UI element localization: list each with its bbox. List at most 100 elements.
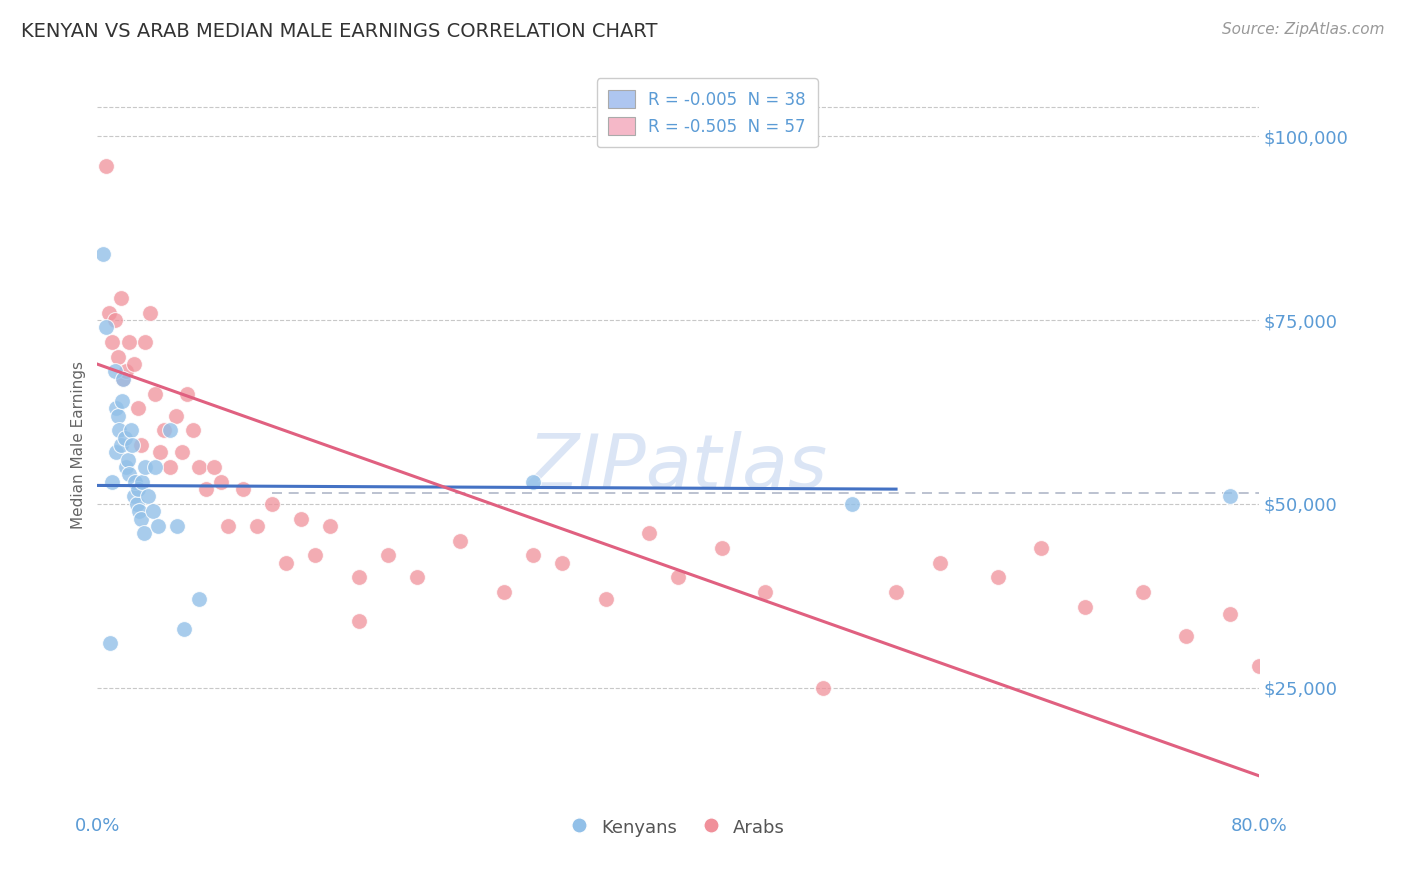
Point: [202, 460, 225, 475]
Point: [595, 592, 617, 607]
Point: [1031, 541, 1053, 555]
Point: [121, 438, 143, 452]
Point: [170, 445, 193, 459]
Point: [115, 460, 138, 475]
Point: [928, 556, 950, 570]
Point: [987, 570, 1010, 584]
Point: [1249, 658, 1271, 673]
Point: [124, 475, 146, 489]
Point: [134, 335, 156, 350]
Point: [148, 519, 170, 533]
Point: [127, 482, 149, 496]
Point: [118, 467, 141, 482]
Point: [209, 475, 232, 489]
Point: [188, 460, 211, 475]
Point: [1219, 490, 1241, 504]
Point: [522, 549, 544, 563]
Point: [122, 357, 145, 371]
Point: [551, 556, 574, 570]
Point: [173, 622, 195, 636]
Point: [841, 497, 863, 511]
Point: [1219, 607, 1241, 621]
Point: [217, 519, 239, 533]
Point: [347, 570, 370, 584]
Point: [638, 526, 661, 541]
Point: [112, 372, 135, 386]
Point: [117, 452, 139, 467]
Point: [104, 313, 127, 327]
Point: [290, 511, 312, 525]
Point: [246, 519, 269, 533]
Point: [1074, 599, 1097, 614]
Point: [107, 409, 129, 423]
Point: [128, 504, 150, 518]
Point: [176, 386, 198, 401]
Point: [347, 615, 370, 629]
Point: [276, 556, 298, 570]
Point: [122, 490, 145, 504]
Point: [94, 320, 117, 334]
Point: [101, 475, 124, 489]
Point: [111, 393, 134, 408]
Point: [105, 401, 128, 416]
Point: [153, 423, 176, 437]
Point: [104, 364, 127, 378]
Point: [110, 291, 132, 305]
Point: [304, 549, 326, 563]
Point: [129, 511, 152, 525]
Point: [118, 335, 141, 350]
Point: [107, 350, 129, 364]
Point: [492, 585, 515, 599]
Point: [127, 401, 149, 416]
Point: [105, 445, 128, 459]
Point: [120, 423, 142, 437]
Legend: Kenyans, Arabs: Kenyans, Arabs: [565, 810, 792, 844]
Point: [181, 423, 204, 437]
Point: [114, 431, 136, 445]
Point: [884, 585, 907, 599]
Point: [101, 335, 124, 350]
Point: [318, 519, 340, 533]
Point: [1175, 629, 1198, 643]
Point: [110, 438, 132, 452]
Point: [149, 445, 172, 459]
Y-axis label: Median Male Earnings: Median Male Earnings: [72, 361, 86, 529]
Point: [813, 681, 835, 695]
Text: ZIPatlas: ZIPatlas: [529, 431, 828, 503]
Point: [129, 438, 152, 452]
Point: [159, 460, 181, 475]
Text: KENYAN VS ARAB MEDIAN MALE EARNINGS CORRELATION CHART: KENYAN VS ARAB MEDIAN MALE EARNINGS CORR…: [21, 22, 658, 41]
Point: [159, 423, 181, 437]
Point: [98, 306, 121, 320]
Point: [232, 482, 254, 496]
Point: [112, 372, 135, 386]
Point: [115, 364, 138, 378]
Point: [125, 497, 148, 511]
Point: [131, 475, 153, 489]
Point: [405, 570, 427, 584]
Point: [260, 497, 283, 511]
Point: [165, 409, 187, 423]
Point: [195, 482, 218, 496]
Point: [138, 306, 160, 320]
Point: [449, 533, 471, 548]
Point: [94, 159, 117, 173]
Point: [754, 585, 776, 599]
Point: [132, 526, 155, 541]
Point: [91, 247, 114, 261]
Point: [100, 636, 122, 650]
Point: [377, 549, 399, 563]
Point: [666, 570, 689, 584]
Point: [108, 423, 131, 437]
Point: [145, 460, 167, 475]
Point: [134, 460, 156, 475]
Point: [141, 504, 163, 518]
Point: [136, 490, 159, 504]
Point: [1132, 585, 1154, 599]
Text: Source: ZipAtlas.com: Source: ZipAtlas.com: [1222, 22, 1385, 37]
Point: [188, 592, 211, 607]
Point: [166, 519, 188, 533]
Point: [522, 475, 544, 489]
Point: [145, 386, 167, 401]
Point: [710, 541, 733, 555]
